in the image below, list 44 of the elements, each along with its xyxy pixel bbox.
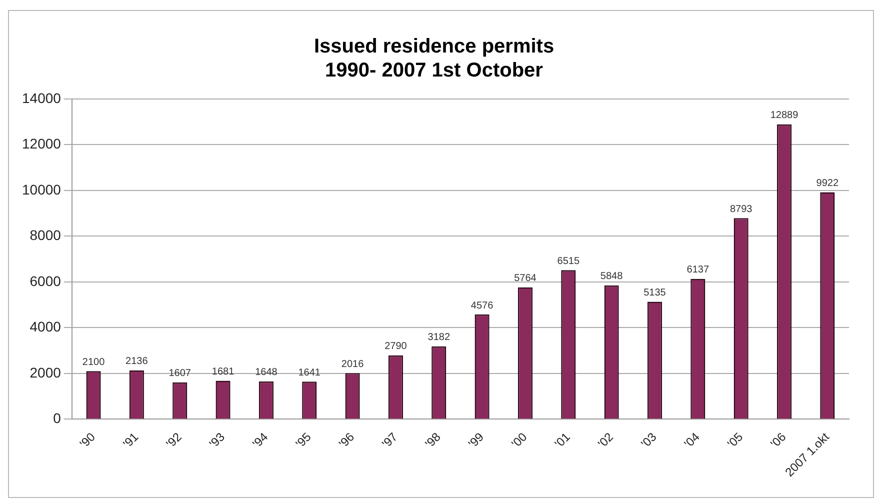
y-tick-label: 12000: [22, 136, 62, 152]
x-tick-label: '99: [466, 430, 487, 451]
data-label: 4576: [470, 300, 494, 312]
y-tick-label: 0: [53, 410, 62, 426]
data-label: 1681: [212, 366, 235, 378]
data-label: 8793: [730, 204, 753, 215]
data-label: 12889: [770, 110, 799, 122]
y-tick-label: 2000: [30, 364, 62, 380]
x-tick-label: '00: [508, 430, 530, 451]
x-tick-label: '91: [120, 430, 142, 451]
data-label: 2016: [341, 358, 364, 370]
y-tick-label: 6000: [30, 272, 62, 289]
y-tick-label: 4000: [30, 318, 62, 335]
x-tick-label: '96: [336, 430, 358, 451]
x-tick-label: '06: [768, 430, 789, 451]
x-tick-label: '97: [379, 430, 400, 451]
y-tick-label: 10000: [22, 181, 62, 198]
data-label: 2100: [82, 356, 106, 368]
x-tick-label: '95: [292, 430, 314, 451]
data-label: 9922: [816, 178, 839, 190]
x-tick-label: '03: [638, 430, 660, 451]
x-tick-label: '04: [681, 430, 703, 451]
data-label: 1607: [168, 368, 192, 380]
data-label: 3182: [428, 332, 450, 344]
data-label: 2790: [384, 341, 408, 352]
data-label: 5848: [600, 271, 624, 282]
data-label: 5764: [514, 273, 537, 284]
data-label: 6137: [686, 264, 710, 276]
data-label: 2136: [126, 356, 148, 368]
data-label: 1648: [255, 367, 278, 378]
x-tick-label: '02: [595, 430, 616, 451]
y-tick-label: 8000: [30, 227, 62, 244]
x-tick-label: '05: [724, 430, 746, 451]
y-tick-label: 14000: [22, 90, 62, 106]
x-tick-label: '98: [422, 430, 444, 451]
x-tick-label: '92: [163, 430, 185, 451]
data-label: 6515: [557, 256, 580, 267]
x-tick-label: '94: [250, 430, 271, 451]
x-tick-label: '90: [77, 430, 98, 451]
data-label: 5135: [644, 288, 666, 298]
chart-title: Issued residence permits 1990- 2007 1st October: [314, 36, 554, 82]
x-tick-label: '93: [206, 430, 228, 451]
data-label: 1641: [298, 367, 321, 378]
x-tick-label: '01: [552, 430, 574, 451]
